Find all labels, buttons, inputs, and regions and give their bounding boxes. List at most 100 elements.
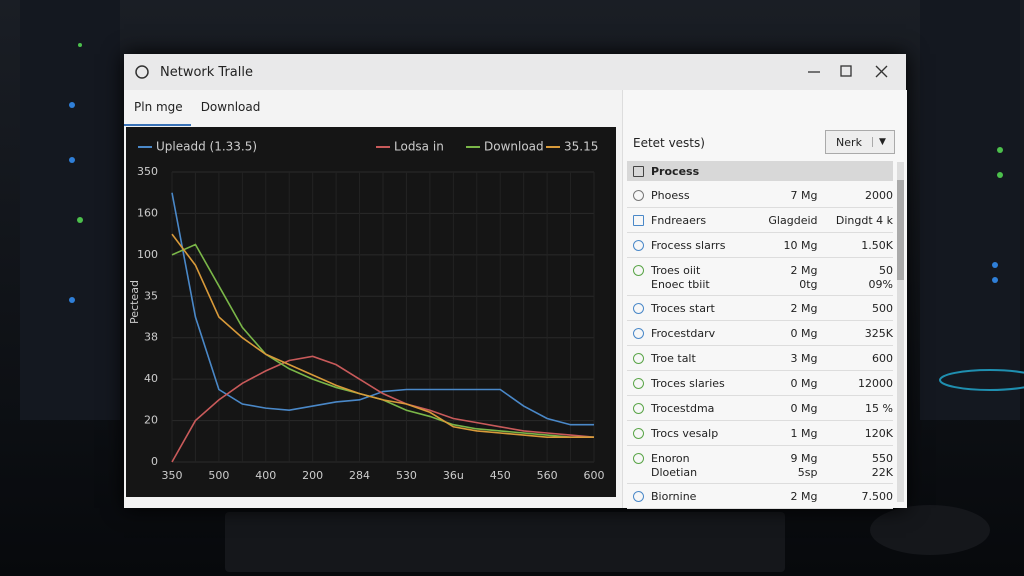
series-line bbox=[171, 192, 594, 426]
process-name: Troe talt bbox=[651, 352, 696, 365]
row-line: Enoec tbiit 0tg 09% bbox=[627, 277, 893, 291]
row-icon bbox=[633, 403, 644, 414]
row-line: Troces slaries 0 Mg 12000 bbox=[627, 377, 893, 391]
row-icon bbox=[633, 491, 644, 502]
list-row[interactable]: Troces start 2 Mg 500 bbox=[627, 296, 893, 321]
row-line: Trocs vesalp 1 Mg 120K bbox=[627, 427, 893, 441]
y-tick-label: 100 bbox=[137, 248, 158, 261]
tab[interactable]: Pln mge bbox=[124, 90, 191, 126]
window: Network Tralle Pln mge Download Pectead … bbox=[124, 54, 907, 509]
app-icon bbox=[135, 65, 149, 79]
process-value: 15 % bbox=[865, 402, 893, 415]
row-line: Enoron 9 Mg 550 bbox=[627, 451, 893, 465]
process-name: Trocs vesalp bbox=[651, 427, 719, 440]
series-line bbox=[171, 355, 595, 463]
list-row[interactable]: Phoess 7 Mg 2000 bbox=[627, 183, 893, 208]
row-line: Frocess slarrs 10 Mg 1.50K bbox=[627, 239, 893, 253]
process-value: 7.500 bbox=[861, 490, 894, 503]
row-icon bbox=[633, 353, 644, 364]
process-size: 2 Mg bbox=[790, 263, 818, 277]
legend-label: 35.15 bbox=[564, 140, 598, 154]
row-line: Phoess 7 Mg 2000 bbox=[627, 189, 893, 203]
process-size: 0 Mg bbox=[790, 327, 818, 340]
y-tick-label: 0 bbox=[151, 455, 158, 468]
x-tick-label: 36u bbox=[443, 469, 464, 482]
process-value: 550 bbox=[872, 451, 893, 465]
x-tick-label: 560 bbox=[537, 469, 558, 482]
process-size: Glagdeid bbox=[768, 214, 818, 227]
list-row[interactable]: Troes oiit 2 Mg 50 Enoec tbiit 0tg 09% bbox=[627, 258, 893, 296]
row-icon bbox=[633, 452, 644, 464]
row-line: Fndreaers Glagdeid Dingdt 4 k bbox=[627, 214, 893, 228]
tab[interactable]: Download bbox=[200, 100, 261, 114]
title-bar: Network Tralle bbox=[124, 54, 906, 90]
process-size: 1 Mg bbox=[790, 427, 818, 440]
x-tick-label: 200 bbox=[302, 469, 323, 482]
process-name: Troes oiit bbox=[651, 263, 701, 277]
process-size: 10 Mg bbox=[783, 239, 818, 252]
x-tick-label: 530 bbox=[396, 469, 417, 482]
process-size: 0 Mg bbox=[790, 402, 818, 415]
list-row[interactable]: Frocess slarrs 10 Mg 1.50K bbox=[627, 233, 893, 258]
process-size: 2 Mg bbox=[790, 302, 818, 315]
list-row[interactable]: Enoron 9 Mg 550 Dloetian 5sp 22K bbox=[627, 446, 893, 484]
series-line bbox=[171, 233, 594, 438]
list-row[interactable]: Troe talt 3 Mg 600 bbox=[627, 346, 893, 371]
row-line: Trocestdma 0 Mg 15 % bbox=[627, 402, 893, 416]
x-tick-label: 284 bbox=[349, 469, 370, 482]
process-value: 09% bbox=[868, 277, 893, 291]
y-tick-label: 350 bbox=[137, 165, 158, 178]
row-icon bbox=[633, 303, 644, 314]
process-name: Trocestdma bbox=[651, 402, 715, 415]
process-value: 2000 bbox=[865, 189, 893, 202]
y-tick-label: 20 bbox=[144, 414, 158, 427]
list-row[interactable]: Fndreaers Glagdeid Dingdt 4 k bbox=[627, 208, 893, 233]
process-name: Dloetian bbox=[651, 465, 698, 479]
y-tick-label: 38 bbox=[144, 331, 158, 344]
process-name: Frocess slarrs bbox=[651, 239, 726, 252]
process-size: 0 Mg bbox=[790, 377, 818, 390]
process-name: Enoec tbiit bbox=[651, 277, 710, 291]
x-tick-label: 600 bbox=[584, 469, 605, 482]
process-value: Dingdt 4 k bbox=[835, 214, 893, 227]
row-icon bbox=[633, 215, 644, 226]
process-value: 50 bbox=[879, 263, 893, 277]
list-row[interactable]: Trocs vesalp 1 Mg 120K bbox=[627, 421, 893, 446]
process-size: 9 Mg bbox=[790, 451, 818, 465]
legend-label: Lodsa in bbox=[394, 140, 444, 154]
process-value: 22K bbox=[871, 465, 893, 479]
process-value: 1.50K bbox=[861, 239, 893, 252]
process-name: Fndreaers bbox=[651, 214, 707, 227]
process-name: Frocestdarv bbox=[651, 327, 716, 340]
process-name: Phoess bbox=[651, 189, 690, 202]
window-controls[interactable] bbox=[796, 54, 906, 90]
list-row[interactable]: Trocestdma 0 Mg 15 % bbox=[627, 396, 893, 421]
process-value: 120K bbox=[864, 427, 893, 440]
dropdown-arrow: ▼ bbox=[872, 137, 886, 147]
row-line: Troe talt 3 Mg 600 bbox=[627, 352, 893, 366]
process-size: 3 Mg bbox=[790, 352, 818, 365]
row-line: Troes oiit 2 Mg 50 bbox=[627, 263, 893, 277]
button-label: Nerk bbox=[836, 135, 862, 149]
y-tick-label: 35 bbox=[144, 289, 158, 302]
process-value: 12000 bbox=[858, 377, 893, 390]
row-line: Dloetian 5sp 22K bbox=[627, 465, 893, 479]
x-tick-label: 450 bbox=[490, 469, 511, 482]
process-name: Enoron bbox=[651, 451, 690, 465]
legend-label: Upleadd (1.33.5) bbox=[156, 140, 257, 154]
side-panel: Eetet vests) Nerk ▼ Process Phoess 7 Mg 200… bbox=[622, 90, 907, 509]
row-line: Biornine 2 Mg 7.500 bbox=[627, 490, 893, 504]
scrollbar[interactable] bbox=[897, 162, 904, 502]
chart: Pectead 0 20 40 38 35 100 160 350 350 500 400 200 28… bbox=[128, 140, 605, 483]
list-row[interactable]: Frocestdarv 0 Mg 325K bbox=[627, 321, 893, 346]
row-icon bbox=[633, 378, 644, 389]
y-axis-label: Pectead bbox=[128, 280, 141, 324]
button[interactable]: Nerk ▼ bbox=[825, 130, 895, 154]
list-row[interactable]: Troces slaries 0 Mg 12000 bbox=[627, 371, 893, 396]
list-row[interactable]: Biornine 2 Mg 7.500 bbox=[627, 484, 893, 509]
window-title: Network Tralle bbox=[160, 64, 253, 80]
header-label: Process bbox=[651, 164, 700, 178]
process-value: 325K bbox=[864, 327, 893, 340]
legend-label: Download bbox=[484, 140, 544, 154]
